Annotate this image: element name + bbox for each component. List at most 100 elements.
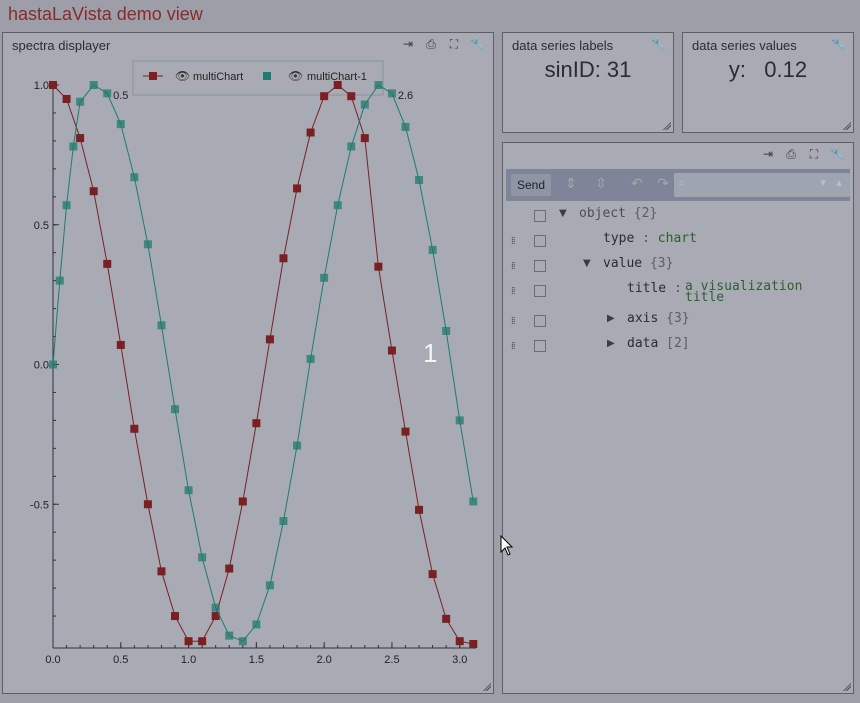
tree-row-title[interactable]: ⁞⁞ title : a visualization title [503, 280, 853, 311]
collapse-all-icon[interactable]: ⇳ [595, 176, 607, 192]
wrench-icon[interactable]: 🔧 [470, 37, 485, 51]
legend-label: multiChart [193, 71, 243, 83]
x-tick-label: 3.0 [452, 654, 467, 666]
undo-icon[interactable]: ↶ [631, 176, 643, 192]
tree-row-type[interactable]: ⁞⁞ type : chart [503, 231, 853, 251]
context-menu-button[interactable] [534, 210, 546, 222]
x-tick-label: 0.0 [45, 654, 60, 666]
data-point [320, 273, 329, 282]
wrench-icon[interactable]: 🔧 [830, 147, 845, 161]
search-input[interactable]: ⌕ ▼ ▲ [674, 173, 850, 197]
eye-icon[interactable]: 👁 [175, 69, 190, 83]
data-point [157, 321, 166, 330]
x-tick-label: 2.5 [384, 654, 399, 666]
data-point [157, 567, 166, 576]
data-point [265, 335, 274, 344]
data-point [198, 553, 207, 562]
tree-row-root[interactable]: ▼ object {2} [503, 206, 853, 226]
eye-icon[interactable]: 👁 [288, 69, 303, 83]
data-point [116, 340, 125, 349]
data-point [49, 360, 57, 369]
drag-handle-icon[interactable]: ⁞⁞ [511, 316, 515, 327]
node-count: {3} [649, 256, 674, 271]
node-count: {2} [633, 206, 658, 221]
context-menu-button[interactable] [534, 285, 546, 297]
data-point [103, 259, 112, 268]
y-tick-label: 1.0 [34, 80, 49, 92]
spectra-chart[interactable]: 0.0 0.5 1.0 1.5 2.0 2.5 3.01.00.50.0-0.5👁 multi… [3, 57, 493, 693]
fullscreen-icon[interactable]: ⛶ [449, 37, 459, 51]
search-prev-icon[interactable]: ▲ [834, 178, 844, 189]
context-menu-button[interactable] [534, 235, 546, 247]
x-tick-label: 2.0 [317, 654, 332, 666]
expand-all-icon[interactable]: ⇕ [565, 176, 577, 192]
app-title: hastaLaVista demo view [8, 4, 203, 24]
context-menu-button[interactable] [534, 315, 546, 327]
node-value[interactable]: a visualization title [685, 280, 802, 304]
legend-label: multiChart-1 [307, 71, 367, 83]
series-line [52, 84, 474, 645]
print-icon[interactable]: ⎙ [786, 147, 796, 161]
expand-icon[interactable]: ▶ [607, 313, 615, 324]
data-point [360, 100, 369, 109]
data-point [333, 81, 342, 89]
data-point [198, 637, 207, 646]
drag-handle-icon[interactable]: ⁞⁞ [511, 286, 515, 297]
data-point [360, 134, 369, 143]
data-point [184, 486, 193, 495]
data-point [442, 614, 451, 623]
node-separator: : [642, 231, 650, 246]
send-button[interactable]: Send [511, 174, 552, 196]
node-key: value [603, 256, 643, 271]
peak-annotation: 0.5 [113, 90, 128, 102]
expand-icon[interactable]: ▶ [607, 338, 615, 349]
data-point [62, 201, 71, 210]
collapse-icon[interactable]: ▼ [583, 258, 591, 269]
node-key: object [579, 206, 626, 221]
data-point [116, 120, 125, 129]
resize-grip[interactable] [843, 683, 851, 691]
series-label-value: sinID: 31 [544, 57, 632, 82]
overlay-label: 1 [423, 338, 438, 368]
search-next-icon[interactable]: ▼ [818, 178, 828, 189]
drag-handle-icon[interactable]: ⁞⁞ [511, 236, 515, 247]
data-point [225, 631, 234, 640]
wrench-icon[interactable]: 🔧 [831, 37, 846, 51]
drag-handle-icon[interactable]: ⁞⁞ [511, 261, 515, 272]
data-point [69, 142, 78, 151]
wrench-icon[interactable]: 🔧 [651, 37, 666, 51]
redo-icon[interactable]: ↷ [657, 176, 669, 192]
panel-title: spectra displayer [12, 38, 111, 53]
resize-grip[interactable] [843, 122, 851, 130]
tree-row-axis[interactable]: ⁞⁞ ▶ axis {3} [503, 311, 853, 331]
data-point [320, 92, 329, 101]
data-point [211, 612, 220, 621]
data-point [130, 173, 139, 182]
series-line [52, 84, 474, 642]
fullscreen-icon[interactable]: ⛶ [809, 147, 819, 161]
data-point [374, 262, 383, 271]
tree-row-data[interactable]: ⁞⁞ ▶ data [2] [503, 336, 853, 356]
node-value[interactable]: chart [657, 231, 697, 246]
legend-swatch-marker [149, 72, 157, 80]
data-point [306, 354, 315, 363]
tree-row-value[interactable]: ⁞⁞ ▼ value {3} [503, 256, 853, 276]
node-key: title [627, 281, 667, 296]
export-icon[interactable]: ⇥ [402, 37, 414, 51]
resize-grip[interactable] [483, 683, 491, 691]
context-menu-button[interactable] [534, 260, 546, 272]
resize-grip[interactable] [663, 122, 671, 130]
collapse-icon[interactable]: ▼ [559, 208, 567, 219]
data-point [238, 637, 247, 646]
json-panel: ⇥ ⎙ ⛶ 🔧 Send ⇕ ⇳ ↶ ↷ ⌕ ▼ ▲ ▼ object {2} … [502, 142, 854, 694]
json-toolbar: Send ⇕ ⇳ ↶ ↷ ⌕ ▼ ▲ [506, 169, 850, 201]
y-tick-label: 0.0 [34, 360, 49, 372]
export-icon[interactable]: ⇥ [762, 147, 774, 161]
drag-handle-icon[interactable]: ⁞⁞ [511, 341, 515, 352]
spectra-panel: spectra displayer ⇥ ⎙ ⛶ 🔧 0.0 0.5 1.0 1.5 2.… [2, 32, 494, 694]
data-point [89, 187, 98, 196]
data-point [225, 564, 234, 573]
context-menu-button[interactable] [534, 340, 546, 352]
node-count: {3} [666, 311, 690, 326]
print-icon[interactable]: ⎙ [426, 37, 436, 51]
